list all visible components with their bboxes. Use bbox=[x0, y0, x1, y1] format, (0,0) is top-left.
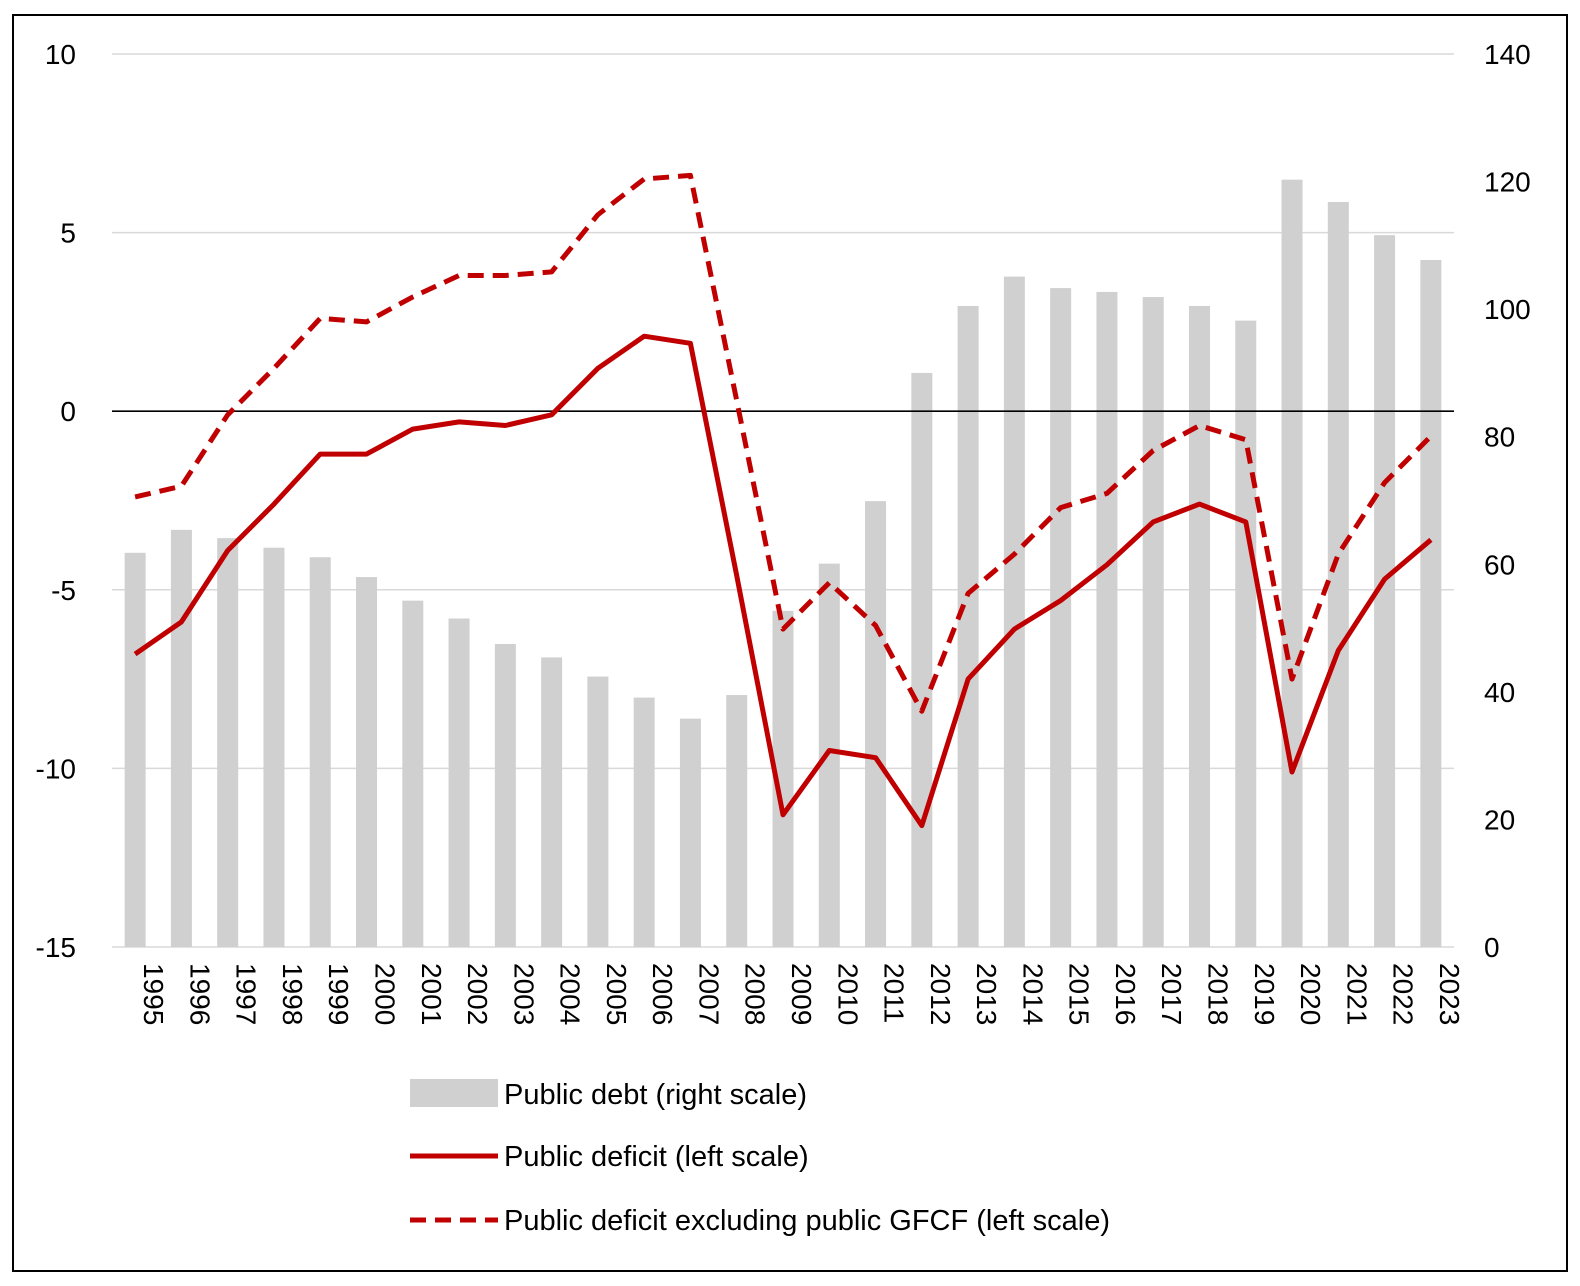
x-tick-label: 2003 bbox=[508, 963, 539, 1025]
debt-bar-2012 bbox=[911, 372, 933, 947]
x-tick-label: 2015 bbox=[1064, 963, 1095, 1025]
legend-label-deficit-ex-gfcf: Public deficit excluding public GFCF (le… bbox=[504, 1205, 1110, 1237]
debt-bar-1997 bbox=[217, 538, 239, 947]
left-tick-label: -5 bbox=[51, 575, 76, 606]
debt-bar-2021 bbox=[1327, 201, 1349, 948]
debt-bar-2008 bbox=[726, 695, 748, 947]
legend: Public debt (right scale) Public deficit… bbox=[410, 1079, 1110, 1237]
x-tick-label: 2012 bbox=[925, 963, 956, 1025]
debt-bar-1999 bbox=[309, 557, 331, 947]
x-tick-label: 2023 bbox=[1434, 963, 1465, 1025]
x-tick-label: 2008 bbox=[740, 963, 771, 1025]
x-tick-label: 2004 bbox=[555, 963, 586, 1025]
deficit-lines bbox=[133, 172, 1433, 829]
debt-bar-2001 bbox=[402, 600, 424, 947]
deficit-ex-gfcf-line bbox=[134, 172, 1433, 714]
debt-bar-2018 bbox=[1188, 305, 1210, 947]
debt-bar-2016 bbox=[1096, 291, 1118, 947]
x-tick-label: 2010 bbox=[832, 963, 863, 1025]
debt-bar-2003 bbox=[494, 644, 516, 947]
left-tick-label: 10 bbox=[45, 39, 76, 70]
x-tick-label: 1995 bbox=[138, 963, 169, 1025]
x-tick-label: 2000 bbox=[370, 963, 401, 1025]
debt-bar-2019 bbox=[1235, 320, 1257, 948]
right-tick-label: 80 bbox=[1484, 422, 1515, 453]
x-tick-label: 2009 bbox=[786, 963, 817, 1025]
left-tick-label: 0 bbox=[60, 396, 76, 427]
debt-bar-1996 bbox=[170, 529, 192, 947]
debt-bar-2022 bbox=[1374, 235, 1396, 947]
x-tick-label: 1999 bbox=[323, 963, 354, 1025]
deficit-line bbox=[133, 333, 1433, 829]
right-tick-label: 40 bbox=[1484, 677, 1515, 708]
x-tick-label: 2014 bbox=[1017, 963, 1048, 1025]
x-axis-ticks: 1995 1996 1997 1998 1999 2000 2001 2002 2003 2004… bbox=[138, 963, 1465, 1025]
legend-label-deficit: Public deficit (left scale) bbox=[504, 1141, 809, 1173]
debt-bar-2010 bbox=[818, 563, 840, 947]
debt-bar-2006 bbox=[633, 697, 655, 947]
x-tick-label: 2020 bbox=[1295, 963, 1326, 1025]
left-tick-label: -15 bbox=[36, 932, 76, 963]
right-tick-label: 140 bbox=[1484, 39, 1531, 70]
debt-bar-2005 bbox=[587, 676, 609, 947]
x-tick-label: 2017 bbox=[1156, 963, 1187, 1025]
debt-bars bbox=[124, 179, 1442, 948]
x-tick-label: 2021 bbox=[1341, 963, 1372, 1025]
x-tick-label: 2006 bbox=[647, 963, 678, 1025]
debt-bar-2023 bbox=[1420, 260, 1442, 948]
right-axis-ticks: 140 120 100 80 60 40 20 0 bbox=[1484, 39, 1531, 963]
left-axis-ticks: 10 5 0 -5 -10 -15 bbox=[36, 39, 76, 963]
debt-bar-1998 bbox=[263, 547, 285, 947]
x-tick-label: 2005 bbox=[601, 963, 632, 1025]
x-tick-label: 2022 bbox=[1388, 963, 1419, 1025]
right-tick-label: 60 bbox=[1484, 549, 1515, 580]
debt-bar-2020 bbox=[1281, 179, 1303, 948]
right-tick-label: 100 bbox=[1484, 294, 1531, 325]
x-tick-label: 2013 bbox=[971, 963, 1002, 1025]
debt-bar-2017 bbox=[1142, 297, 1164, 947]
x-tick-label: 2018 bbox=[1202, 963, 1233, 1025]
debt-bar-2000 bbox=[356, 577, 378, 947]
debt-bar-2004 bbox=[541, 657, 563, 947]
debt-bar-1995 bbox=[124, 552, 146, 947]
x-tick-label: 2011 bbox=[879, 963, 910, 1023]
right-tick-label: 120 bbox=[1484, 167, 1531, 198]
left-tick-label: 5 bbox=[60, 218, 76, 249]
debt-bar-2007 bbox=[679, 718, 701, 947]
debt-bar-2013 bbox=[957, 305, 979, 947]
x-tick-label: 1997 bbox=[231, 963, 262, 1025]
left-tick-label: -10 bbox=[36, 753, 76, 784]
debt-bar-2002 bbox=[448, 618, 470, 947]
debt-bar-2015 bbox=[1050, 288, 1072, 947]
x-tick-label: 1996 bbox=[184, 963, 215, 1025]
x-tick-label: 2002 bbox=[462, 963, 493, 1025]
right-tick-label: 0 bbox=[1484, 932, 1500, 963]
right-tick-label: 20 bbox=[1484, 804, 1515, 835]
x-tick-label: 2019 bbox=[1249, 963, 1280, 1025]
debt-bar-2011 bbox=[865, 501, 887, 947]
x-tick-label: 2001 bbox=[416, 963, 447, 1025]
legend-swatch-debt bbox=[410, 1079, 498, 1107]
debt-bar-2009 bbox=[772, 610, 794, 947]
debt-bar-2014 bbox=[1003, 276, 1025, 947]
legend-label-debt: Public debt (right scale) bbox=[504, 1079, 807, 1111]
x-tick-label: 2007 bbox=[693, 963, 724, 1025]
x-tick-label: 2016 bbox=[1110, 963, 1141, 1025]
x-tick-label: 1998 bbox=[277, 963, 308, 1025]
